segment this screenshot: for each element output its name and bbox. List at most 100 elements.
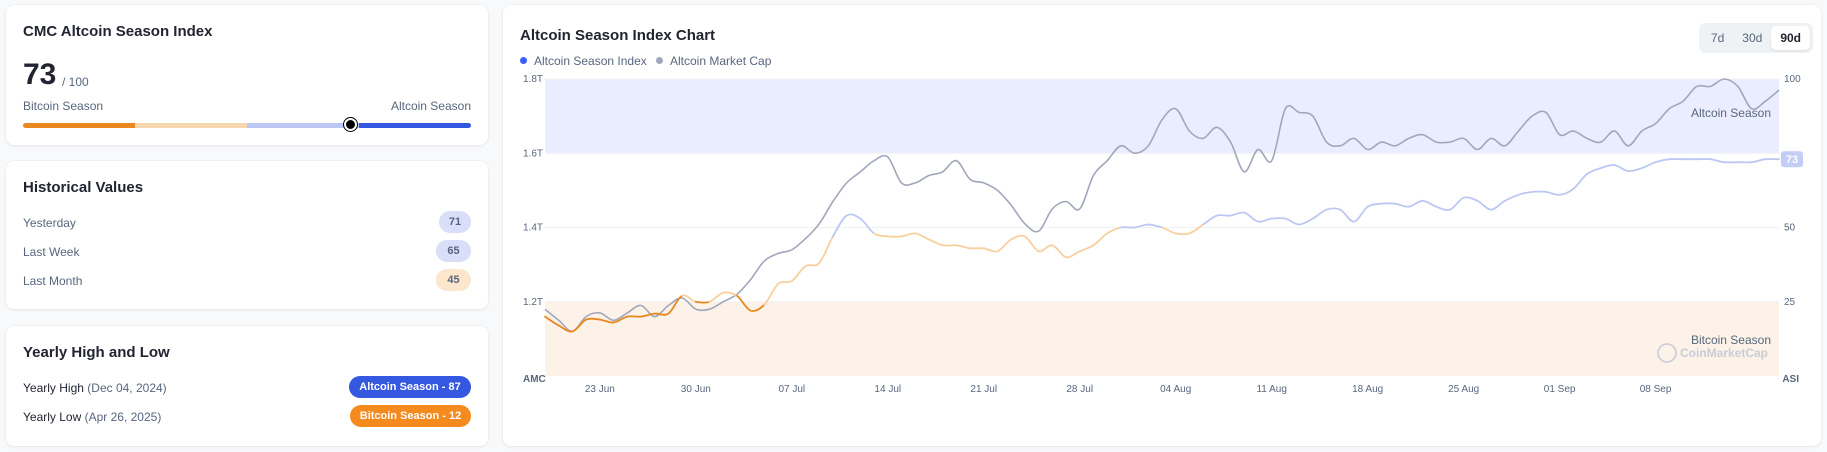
historical-values-card: Historical Values Yesterday 71 Last Week…	[6, 161, 488, 309]
index-series-segment	[1395, 204, 1409, 207]
right-axis-tick: 25	[1784, 297, 1796, 308]
index-series-segment	[1409, 201, 1423, 207]
x-axis-tick: 07 Jul	[778, 384, 805, 395]
index-series-segment	[586, 319, 600, 320]
x-axis-tick: 21 Jul	[970, 384, 997, 395]
yearly-title: Yearly High and Low	[23, 344, 170, 361]
index-series-segment	[696, 302, 710, 303]
x-axis-tick: 23 Jun	[585, 384, 615, 395]
index-series-segment	[806, 263, 820, 266]
index-series-segment	[1436, 207, 1450, 210]
index-value: 73	[23, 58, 56, 92]
yearly-high-low-card: Yearly High and Low Yearly High (Dec 04,…	[6, 326, 488, 446]
left-axis-tick: 1.2T	[523, 297, 543, 308]
left-axis-label: AMC	[523, 374, 546, 385]
index-series-segment	[1299, 219, 1313, 225]
x-axis-tick: 11 Aug	[1256, 384, 1286, 395]
altcoin-season-zone-label: Altcoin Season	[1691, 106, 1771, 120]
bitcoin-season-label: Bitcoin Season	[23, 99, 103, 113]
index-series-segment	[1080, 245, 1094, 251]
index-series-segment	[1025, 236, 1039, 251]
index-max: / 100	[62, 75, 89, 89]
index-series-segment	[1491, 201, 1505, 210]
index-series-segment	[1354, 207, 1368, 222]
bitcoin-season-zone	[545, 302, 1779, 376]
index-series-segment	[1340, 210, 1354, 222]
gauge-segment-altcoin-lean	[247, 123, 359, 128]
index-series-segment	[956, 245, 970, 248]
index-series-segment	[1615, 165, 1629, 171]
index-series-segment	[1217, 215, 1231, 216]
index-series-segment	[1313, 210, 1327, 219]
index-series-segment	[1587, 168, 1601, 174]
left-axis-tick: 1.4T	[523, 223, 543, 234]
x-axis-tick: 01 Sep	[1544, 384, 1576, 395]
index-series-segment	[1752, 159, 1766, 162]
yearly-high-row: Yearly High (Dec 04, 2024)	[23, 381, 167, 395]
right-axis-tick: 100	[1784, 74, 1801, 85]
index-series-segment	[1176, 233, 1190, 234]
index-series-segment	[1710, 159, 1724, 162]
index-series-segment	[1642, 162, 1656, 168]
historical-row-label: Yesterday	[23, 216, 76, 230]
index-series-segment	[792, 266, 806, 281]
index-series-segment	[1039, 245, 1053, 251]
index-series-segment	[1450, 198, 1464, 210]
gauge-marker[interactable]	[344, 118, 357, 131]
index-series-segment	[984, 248, 998, 251]
index-series-segment	[1285, 219, 1299, 225]
index-series-segment	[1368, 204, 1382, 207]
gauge-segment-bitcoin-lean	[135, 123, 247, 128]
index-series-segment	[860, 219, 874, 234]
historical-value-badge: 45	[436, 269, 471, 291]
x-axis-tick: 08 Sep	[1640, 384, 1672, 395]
index-series-segment	[1244, 213, 1258, 222]
index-chart-card: Altcoin Season Index Chart Altcoin Seaso…	[503, 5, 1821, 446]
yearly-low-row: Yearly Low (Apr 26, 2025)	[23, 410, 161, 424]
index-series-segment	[929, 239, 943, 245]
watermark-text: CoinMarketCap	[1680, 346, 1768, 360]
altcoin-season-label: Altcoin Season	[391, 99, 471, 113]
index-series-segment	[1423, 201, 1437, 207]
index-series-segment	[1231, 212, 1245, 215]
index-series-segment	[1066, 251, 1080, 257]
historical-row-label: Last Month	[23, 274, 82, 288]
index-series-segment	[1272, 218, 1286, 219]
index-series-segment	[1258, 219, 1272, 222]
index-series-segment	[874, 233, 888, 236]
index-series-segment	[1656, 159, 1670, 162]
x-axis-tick: 04 Aug	[1160, 384, 1191, 395]
index-series-segment	[1573, 174, 1587, 189]
bitcoin-season-zone-label: Bitcoin Season	[1691, 333, 1771, 347]
left-axis-tick: 1.6T	[523, 148, 543, 159]
index-series-segment	[1628, 168, 1642, 171]
index-series-segment	[1162, 228, 1176, 234]
gauge-segment-altcoin	[359, 123, 471, 128]
index-series-segment	[1477, 201, 1491, 210]
index-series-segment	[833, 216, 847, 237]
x-axis-tick: 30 Jun	[681, 384, 711, 395]
index-series-segment	[847, 214, 861, 218]
index-series-segment	[1203, 216, 1217, 225]
yearly-low-label: Yearly Low	[23, 410, 81, 424]
index-series-segment	[998, 239, 1012, 251]
yearly-high-label: Yearly High	[23, 381, 84, 395]
index-series-segment	[1327, 208, 1341, 209]
x-axis-tick: 14 Jul	[874, 384, 901, 395]
index-series-segment	[1464, 197, 1478, 200]
right-axis-label: ASI	[1782, 374, 1799, 385]
index-series-segment	[1107, 228, 1121, 234]
altcoin-index-card: CMC Altcoin Season Index 73 / 100 Bitcoi…	[6, 5, 488, 145]
index-card-title: CMC Altcoin Season Index	[23, 23, 212, 40]
index-series-segment	[723, 292, 737, 295]
index-series-segment	[1093, 233, 1107, 245]
yearly-high-date: (Dec 04, 2024)	[87, 381, 166, 395]
index-series-segment	[1011, 236, 1025, 240]
index-series-segment	[1560, 189, 1574, 195]
gauge-segment-bitcoin	[23, 123, 135, 128]
index-series-segment	[1601, 165, 1615, 168]
historical-value-badge: 71	[439, 211, 471, 233]
historical-title: Historical Values	[23, 179, 143, 196]
index-chart[interactable]: 1.2T 1.4T 1.6T 1.8T 25 50 100 23 Jun 30 Jun 07 …	[503, 5, 1821, 446]
current-value-text: 73	[1786, 154, 1798, 166]
